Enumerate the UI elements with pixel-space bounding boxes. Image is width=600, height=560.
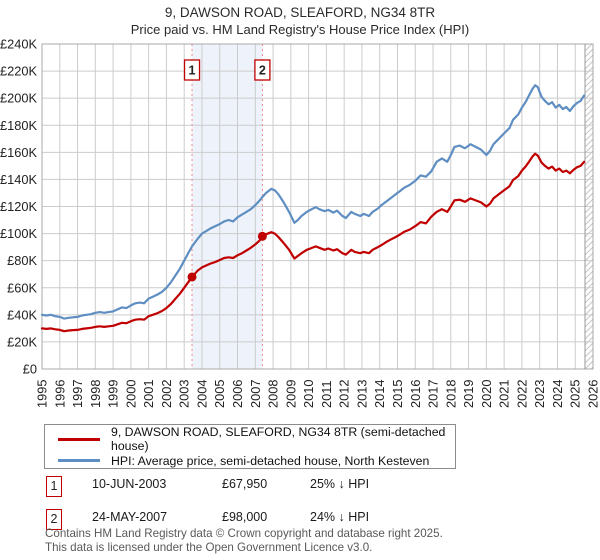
sale-1-marker-badge: 1: [46, 476, 62, 497]
sale-2-price: £98,000: [222, 510, 268, 524]
x-tick-label: 1995: [35, 380, 50, 408]
x-tick-label: 2010: [301, 380, 316, 408]
x-tick-label: 2004: [194, 380, 209, 408]
x-tick-label: 2006: [230, 380, 245, 408]
chart-subtitle: Price paid vs. HM Land Registry's House …: [130, 22, 470, 37]
x-tick-label: 2003: [177, 380, 192, 408]
hpi-line: [40, 84, 586, 320]
sale-flag-box: [254, 59, 271, 81]
x-tick-label: 2024: [550, 380, 565, 408]
price-paid-line: [40, 152, 586, 333]
sale-point-dot: [257, 231, 267, 241]
x-tick-label: 1997: [70, 380, 85, 408]
y-tick-label: £160K: [0, 145, 37, 160]
x-tick-label: 2011: [319, 380, 334, 408]
x-tick-label: 2026: [586, 380, 600, 408]
x-tick-label: 2014: [372, 380, 387, 408]
y-tick-label: £240K: [0, 37, 37, 52]
legend-label-price: 9, DAWSON ROAD, SLEAFORD, NG34 8TR (semi…: [111, 425, 446, 454]
x-tick-label: 2020: [479, 380, 494, 408]
sale-flag-box: [183, 59, 201, 81]
y-tick-label: £120K: [0, 199, 37, 214]
y-tick-label: £0: [23, 362, 37, 377]
chart-legend: 9, DAWSON ROAD, SLEAFORD, NG34 8TR (semi…: [44, 424, 456, 469]
sale-row-1: 1 10-JUN-2003 £67,950 25% ↓ HPI: [0, 476, 600, 497]
y-tick-label: £20K: [7, 334, 37, 349]
x-tick-label: 1996: [52, 380, 67, 408]
x-tick-label: 2000: [123, 380, 138, 408]
x-tick-label: 2007: [248, 380, 263, 408]
x-tick-label: 2021: [497, 380, 512, 408]
x-tick-label: 2025: [568, 380, 583, 408]
x-tick-label: 2012: [337, 380, 352, 408]
y-tick-label: £180K: [0, 118, 37, 133]
price-line-swatch: [58, 437, 100, 441]
sale-1-hpi-note: 25% ↓ HPI: [310, 477, 370, 491]
sale-1-price: £67,950: [222, 477, 268, 491]
y-tick-label: £40K: [7, 307, 37, 322]
price-chart: 1995 1996 1997 1998 1999 2000 2001 2002 2003 2004…: [0, 37, 600, 409]
y-tick-label: £220K: [0, 64, 37, 79]
x-tick-label: 2001: [141, 380, 156, 408]
x-tick-label: 2018: [443, 380, 458, 408]
legend-item-price: 9, DAWSON ROAD, SLEAFORD, NG34 8TR (semi…: [58, 425, 455, 453]
x-tick-label: 2009: [283, 380, 298, 408]
legend-label-hpi: HPI: Average price, semi-detached house,…: [111, 453, 430, 468]
sale-flag-number: 1: [189, 64, 196, 78]
x-tick-label: 2015: [390, 380, 405, 408]
sale-flag-number: 2: [259, 64, 266, 78]
y-tick-label: £80K: [7, 253, 37, 268]
x-tick-label: 1999: [106, 380, 121, 408]
x-tick-label: 2013: [354, 380, 369, 408]
x-tick-label: 2017: [426, 380, 441, 408]
footer-line-1: Contains HM Land Registry data © Crown c…: [45, 527, 443, 540]
hpi-line-swatch: [58, 459, 100, 463]
y-tick-label: £140K: [0, 172, 37, 187]
footer-line-2: This data is licensed under the Open Gov…: [45, 540, 373, 554]
y-tick-label: £60K: [7, 280, 37, 295]
y-tick-label: £200K: [0, 91, 37, 106]
sale-1-date: 10-JUN-2003: [92, 477, 167, 491]
sale-2-marker-badge: 2: [46, 509, 62, 530]
x-tick-label: 2008: [266, 380, 281, 408]
x-tick-label: 2005: [212, 380, 227, 408]
sale-point-dot: [187, 272, 197, 282]
sale-2-hpi-note: 24% ↓ HPI: [310, 510, 370, 524]
sale-row-2: 2 24-MAY-2007 £98,000 24% ↓ HPI: [0, 509, 600, 530]
x-tick-label: 1998: [88, 380, 103, 408]
x-tick-label: 2022: [514, 380, 529, 408]
sale-2-date: 24-MAY-2007: [92, 510, 168, 524]
legend-item-hpi: HPI: Average price, semi-detached house,…: [58, 454, 455, 468]
plot-border: [41, 43, 594, 370]
attribution-footer: Contains HM Land Registry data © Crown c…: [45, 527, 443, 554]
x-tick-label: 2023: [532, 380, 547, 408]
x-tick-label: 2016: [408, 380, 423, 408]
x-tick-label: 2002: [159, 380, 174, 408]
y-tick-label: £100K: [0, 226, 37, 241]
x-tick-label: 2019: [461, 380, 476, 408]
chart-title: 9, DAWSON ROAD, SLEAFORD, NG34 8TR: [164, 5, 436, 20]
